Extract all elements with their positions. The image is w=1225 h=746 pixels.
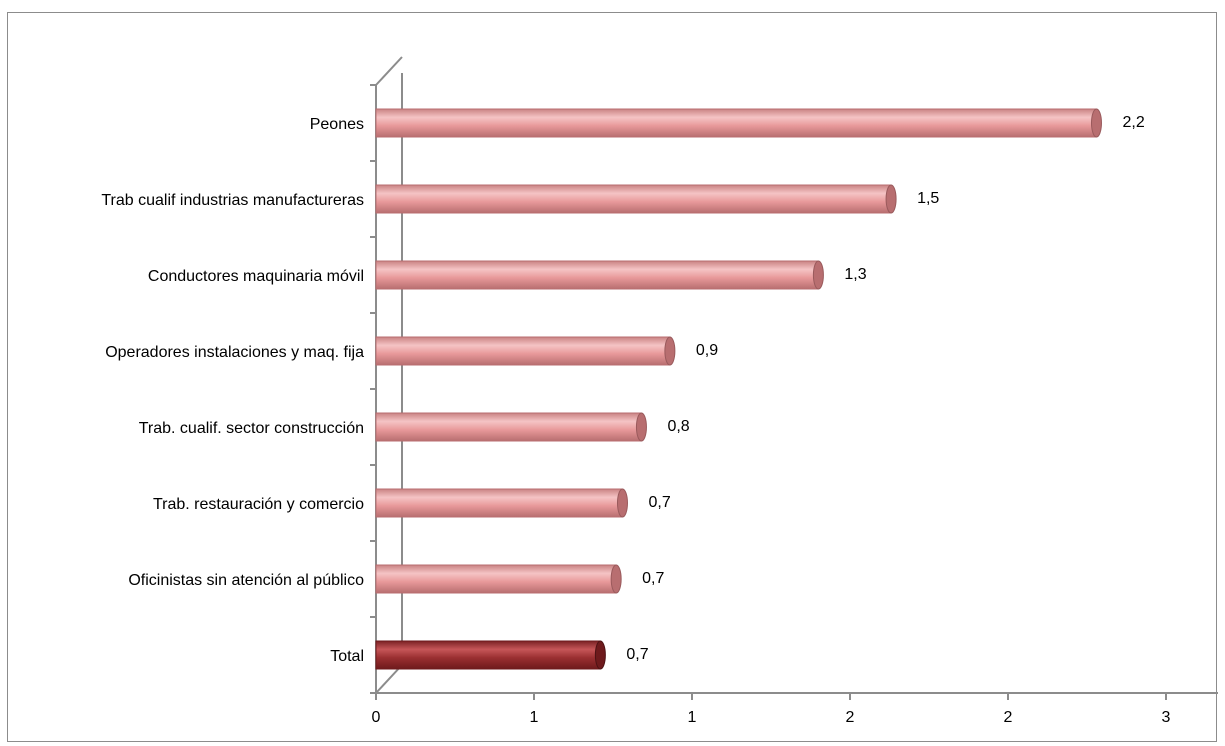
data-label: 1,5 xyxy=(917,190,939,207)
chart-labels: 0 1 1 2 2 3 Peones 2,2 Trab cualif industrias ma… xyxy=(101,114,1170,726)
x-tick-label: 0 xyxy=(372,709,381,726)
bar-body xyxy=(375,184,892,214)
bar-body xyxy=(375,412,642,442)
bar xyxy=(375,260,824,290)
x-tick-label: 1 xyxy=(530,709,539,726)
category-label: Trab cualif industrias manufactureras xyxy=(101,192,364,209)
x-tick-label: 2 xyxy=(846,709,855,726)
data-label: 0,7 xyxy=(626,646,648,663)
bar-chart: 0 1 1 2 2 3 Peones 2,2 Trab cualif industrias ma… xyxy=(101,56,1218,726)
data-label: 0,8 xyxy=(667,418,689,435)
category-label: Peones xyxy=(310,116,364,133)
category-label: Trab. restauración y comercio xyxy=(153,496,364,513)
bar-cap xyxy=(635,412,647,442)
bar-body xyxy=(375,336,671,366)
category-label: Trab. cualif. sector construcción xyxy=(139,420,364,437)
bar xyxy=(375,184,897,214)
x-tick-label: 3 xyxy=(1162,709,1171,726)
category-label: Total xyxy=(330,648,364,665)
data-label: 0,7 xyxy=(642,570,664,587)
bar-cap xyxy=(1090,108,1102,138)
data-label: 2,2 xyxy=(1122,114,1144,131)
bar xyxy=(375,336,676,366)
bar-body xyxy=(375,488,623,518)
category-label: Oficinistas sin atención al público xyxy=(128,572,364,589)
bar-body xyxy=(375,564,617,594)
data-label: 1,3 xyxy=(844,266,866,283)
bar xyxy=(375,488,628,518)
x-tick-label: 2 xyxy=(1004,709,1013,726)
bar xyxy=(375,412,647,442)
bar-total xyxy=(375,640,606,670)
bar xyxy=(375,564,622,594)
floor-edge xyxy=(375,664,403,694)
x-tick-label: 1 xyxy=(688,709,697,726)
bar-cap xyxy=(610,564,622,594)
bar-cap xyxy=(885,184,897,214)
bar-cap xyxy=(594,640,606,670)
bar-cap xyxy=(812,260,824,290)
bar-series xyxy=(375,108,1102,670)
chart-frame: 0 1 1 2 2 3 Peones 2,2 Trab cualif industrias ma… xyxy=(7,12,1218,742)
category-label: Operadores instalaciones y maq. fija xyxy=(105,344,364,361)
category-label: Conductores maquinaria móvil xyxy=(148,268,364,285)
bar-body xyxy=(375,640,601,670)
data-label: 0,7 xyxy=(648,494,670,511)
wall-top-edge xyxy=(375,56,403,86)
chart-axes xyxy=(370,56,1218,700)
bar-body xyxy=(375,260,819,290)
bar-cap xyxy=(664,336,676,366)
bar-cap xyxy=(616,488,628,518)
data-label: 0,9 xyxy=(696,342,718,359)
bar-body xyxy=(375,108,1097,138)
bar xyxy=(375,108,1102,138)
